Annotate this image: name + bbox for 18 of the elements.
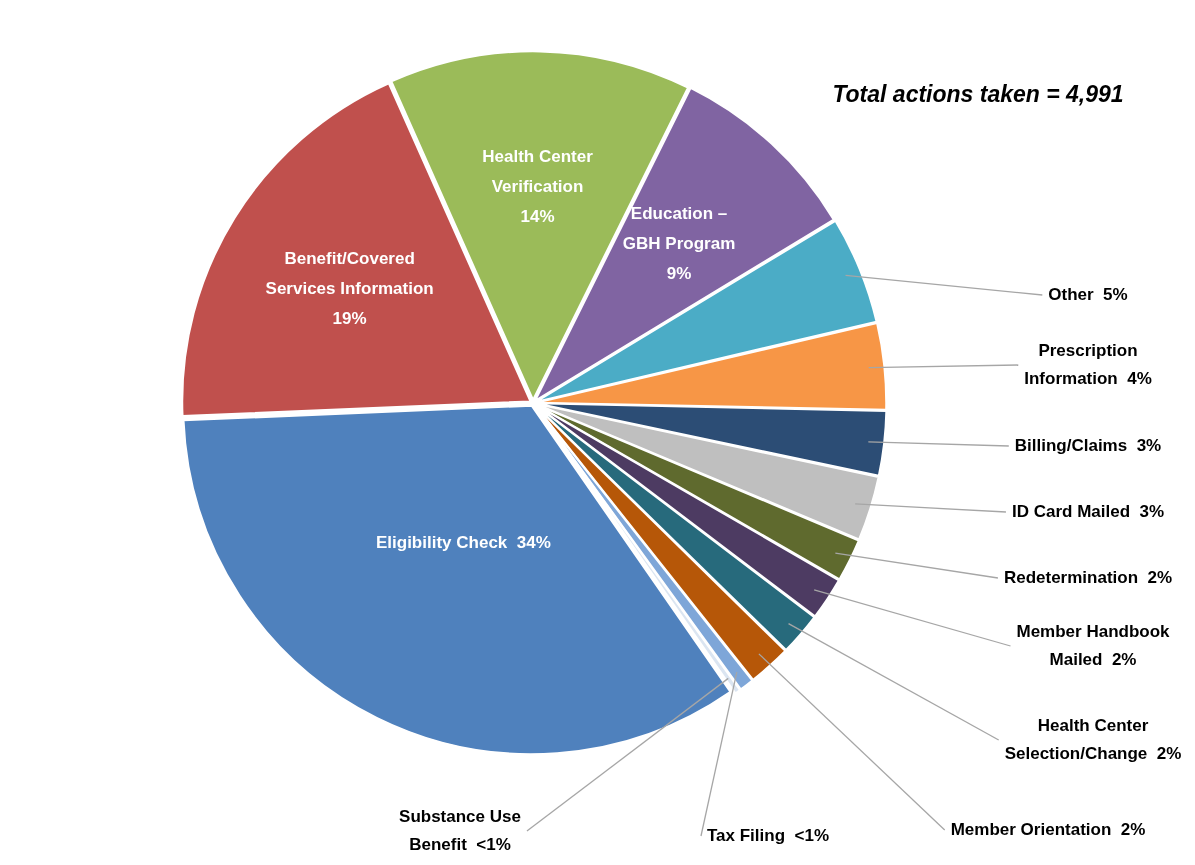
slice-label: ID Card Mailed 3%: [1011, 501, 1165, 521]
slice-label: Redetermination 2%: [1003, 567, 1173, 587]
data-label: 9%: [666, 263, 692, 283]
slice-label: Substance Use Benefit <1%: [399, 806, 521, 854]
slice-label: Member Orientation 2%: [950, 819, 1146, 839]
slice-label: Health Center Selection/Change 2%: [1004, 715, 1182, 763]
slice-label: Education – GBH Program: [622, 203, 736, 253]
data-label: 14%: [520, 206, 555, 226]
slice-label: Other 5%: [1048, 284, 1128, 304]
slice-label: Benefit/Covered Services Information: [265, 248, 434, 298]
text: Total actions taken = 4,991: [832, 81, 1124, 108]
slice-label: Prescription Information 4%: [1024, 340, 1152, 388]
slice-label: Tax Filing <1%: [706, 825, 830, 845]
slice-label: Eligibility Check 34%: [375, 532, 551, 552]
slice-label: Billing/Claims 3%: [1014, 435, 1162, 455]
slice-label: Member Handbook Mailed 2%: [1016, 621, 1171, 669]
data-label: 19%: [332, 308, 367, 328]
slice-label: Health Center Verification: [482, 146, 594, 196]
